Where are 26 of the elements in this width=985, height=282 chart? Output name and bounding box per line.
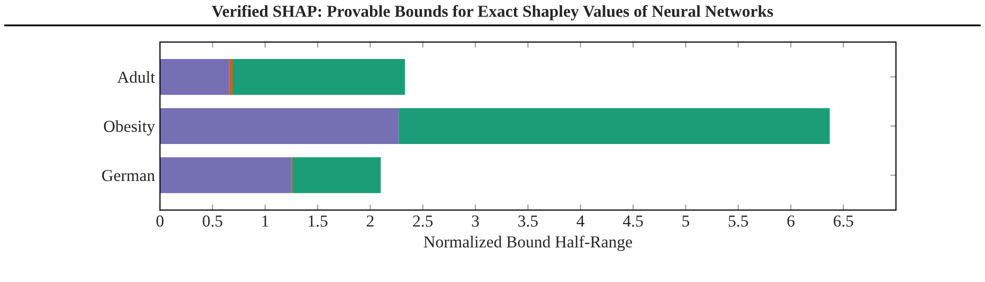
bar bbox=[232, 58, 405, 95]
x-axis-title: Normalized Bound Half-Range bbox=[424, 236, 632, 251]
x-tick-label: 3 bbox=[472, 215, 479, 227]
x-tick-label: 0 bbox=[156, 215, 164, 227]
x-tick-label: 1.5 bbox=[308, 216, 328, 227]
y-tick-label: Obesity bbox=[104, 120, 156, 136]
x-tick-label: 6.5 bbox=[834, 215, 854, 227]
x-tick-label: 1 bbox=[262, 216, 268, 227]
chart-title: Verified SHAP: Provable Bounds for Exact Shapley Values of Neural Networks bbox=[212, 5, 773, 20]
x-tick-label: 2.5 bbox=[413, 215, 433, 227]
bar bbox=[398, 108, 830, 144]
x-tick-label: 0.5 bbox=[202, 215, 222, 227]
x-tick-label: 5 bbox=[682, 216, 690, 227]
x-tick-label: 2 bbox=[366, 215, 374, 227]
x-tick-label: 4.5 bbox=[623, 216, 643, 227]
x-tick-label: 3.5 bbox=[518, 215, 538, 227]
y-tick-label: German bbox=[102, 170, 155, 182]
bar bbox=[160, 108, 399, 144]
bar bbox=[229, 58, 233, 95]
x-tick-label: 6 bbox=[787, 215, 794, 227]
bar bbox=[292, 157, 381, 194]
y-tick-label: Adult bbox=[117, 71, 156, 83]
bar bbox=[160, 157, 292, 194]
bar bbox=[160, 58, 230, 95]
x-tick-label: 5.5 bbox=[728, 216, 748, 227]
x-tick-label: 4 bbox=[576, 216, 584, 227]
